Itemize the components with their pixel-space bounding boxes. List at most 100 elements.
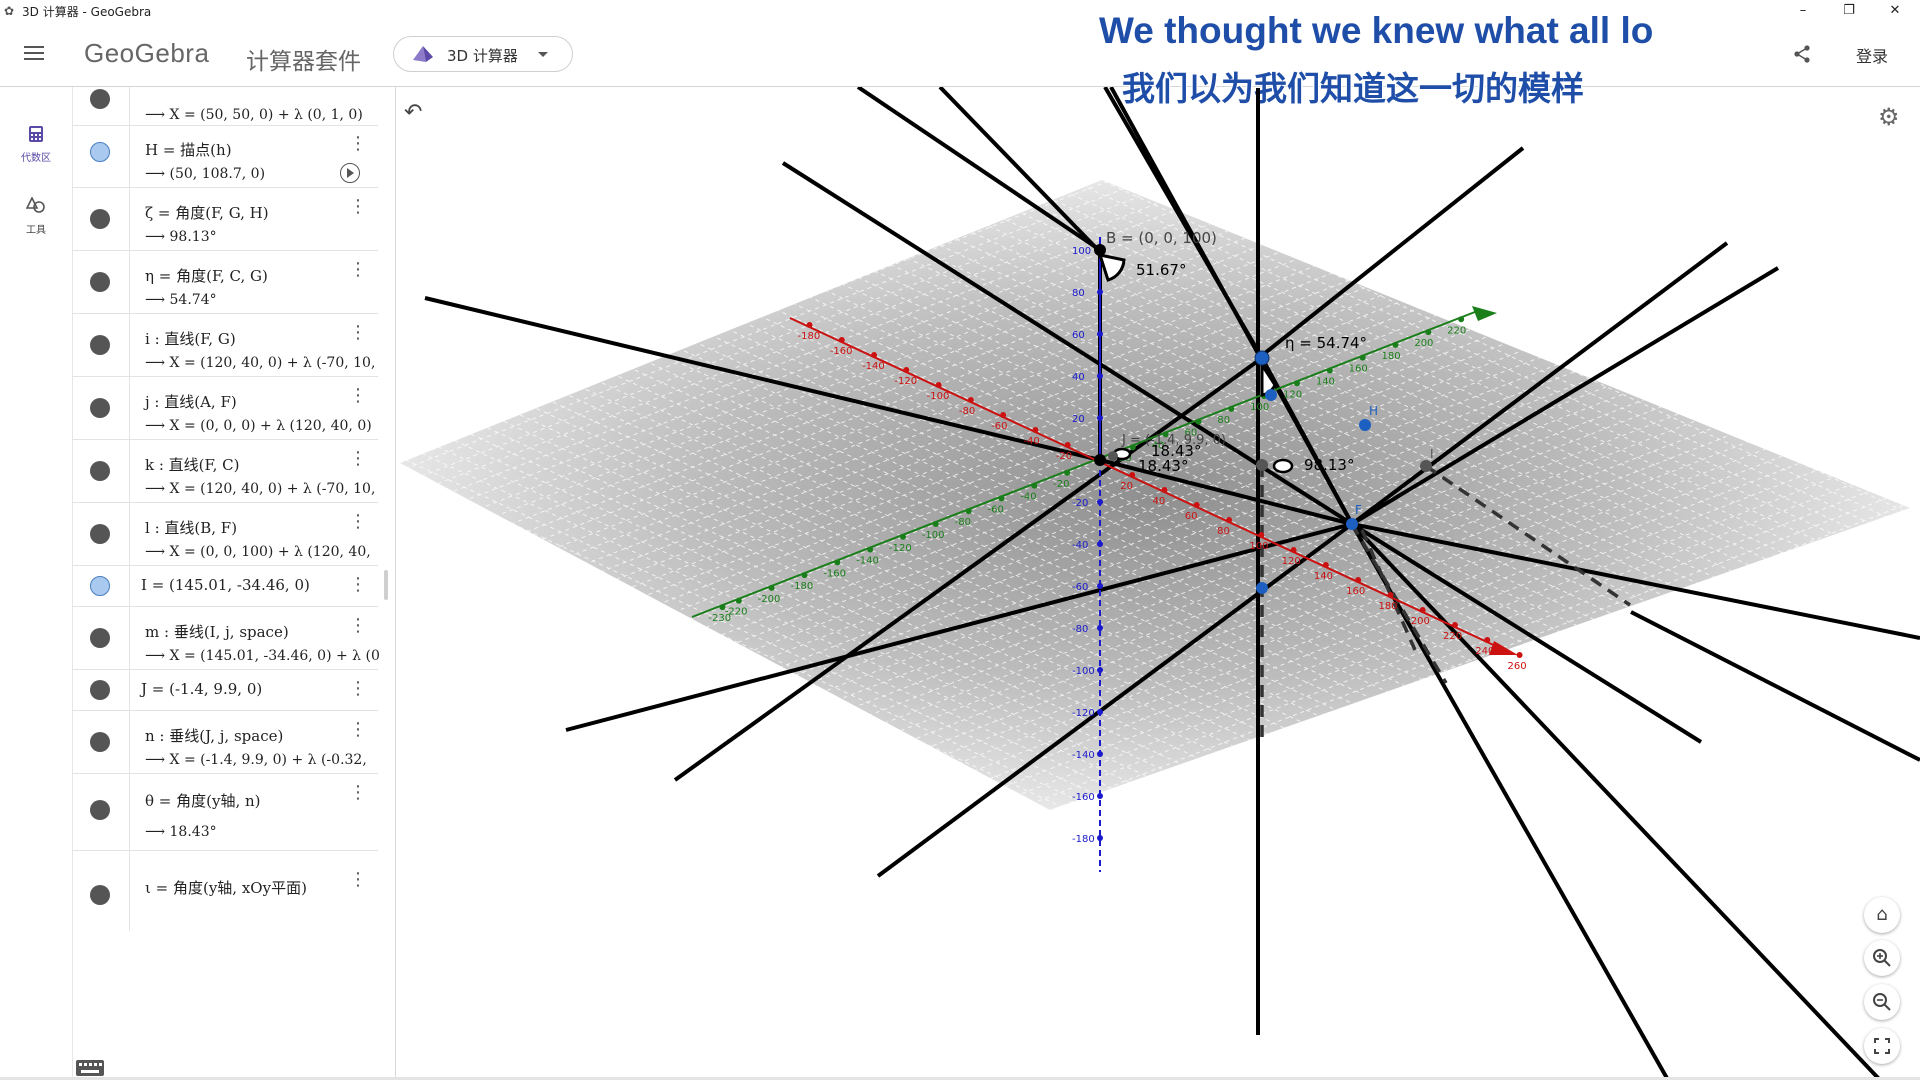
close-button[interactable]: ✕ <box>1872 0 1918 22</box>
algebra-row[interactable]: k : 直线(F, C) ⟶ X = (120, 40, 0) + λ (-70… <box>73 440 378 503</box>
row-definition[interactable]: i : 直线(F, G) <box>145 328 236 349</box>
yticks-label: -20 <box>1053 479 1069 490</box>
more-options-icon[interactable]: ⋮ <box>349 869 367 890</box>
point-b[interactable] <box>1094 244 1106 256</box>
restore-button[interactable]: ❐ <box>1826 0 1872 22</box>
yticks-dot <box>932 520 939 527</box>
point-j[interactable] <box>1108 451 1118 461</box>
visibility-toggle[interactable] <box>90 800 110 820</box>
visibility-toggle[interactable] <box>90 89 110 109</box>
xticks-dot <box>1129 472 1136 478</box>
zoom-in-button[interactable] <box>1864 940 1900 976</box>
visibility-toggle[interactable] <box>90 461 110 481</box>
row-definition[interactable]: θ = 角度(y轴, n) <box>145 790 261 811</box>
more-options-icon[interactable]: ⋮ <box>349 133 367 154</box>
angle-marker-b[interactable] <box>1097 253 1126 282</box>
point-c[interactable] <box>1254 350 1270 366</box>
play-icon[interactable] <box>340 163 360 183</box>
more-options-icon[interactable]: ⋮ <box>349 615 367 636</box>
row-definition[interactable]: J = (-1.4, 9.9, 0) <box>141 680 262 698</box>
keyboard-icon[interactable] <box>75 1058 105 1078</box>
row-definition[interactable]: j : 直线(A, F) <box>145 391 237 412</box>
home-button[interactable]: ⌂ <box>1864 897 1900 933</box>
row-definition[interactable]: m : 垂线(I, j, space) <box>145 621 289 642</box>
x-axis[interactable] <box>789 317 1501 649</box>
point-k[interactable] <box>1256 459 1268 471</box>
row-definition[interactable]: H = 描点(h) <box>145 139 232 160</box>
undo-icon[interactable]: ↶ <box>404 100 422 125</box>
settings-icon[interactable]: ⚙ <box>1878 103 1900 131</box>
fullscreen-button[interactable] <box>1864 1028 1900 1064</box>
algebra-row[interactable]: i : 直线(F, G) ⟶ X = (120, 40, 0) + λ (-70… <box>73 314 378 377</box>
minimize-button[interactable]: – <box>1780 0 1826 22</box>
more-options-icon[interactable]: ⋮ <box>349 196 367 217</box>
algebra-row[interactable]: θ = 角度(y轴, n) ⟶ 18.43° ⋮ <box>73 774 378 851</box>
visibility-toggle[interactable] <box>90 885 110 905</box>
algebra-row[interactable]: I = (145.01, -34.46, 0) ⋮ <box>73 566 378 607</box>
algebra-row[interactable]: m : 垂线(I, j, space) ⟶ X = (145.01, -34.4… <box>73 607 380 670</box>
row-definition[interactable]: n : 垂线(J, j, space) <box>145 725 283 746</box>
graphics-3d-view[interactable]: -180 -160 -140 -120 -100 -80 -60 -40 -20 20 40 60 80… <box>396 87 1920 1080</box>
row-value: ⟶ 54.74° <box>145 292 380 308</box>
visibility-toggle[interactable] <box>90 272 110 292</box>
visibility-toggle[interactable] <box>90 142 110 162</box>
visibility-toggle[interactable] <box>90 209 110 229</box>
more-options-icon[interactable]: ⋮ <box>349 259 367 280</box>
app-selector[interactable]: 3D 计算器 <box>393 36 573 72</box>
share-icon[interactable] <box>1792 44 1812 64</box>
row-definition[interactable]: k : 直线(F, C) <box>145 454 239 475</box>
more-options-icon[interactable]: ⋮ <box>349 448 367 469</box>
algebra-view: ⟶ X = (50, 50, 0) + λ (0, 1, 0) H = 描点(h… <box>73 87 396 1080</box>
sidebar-item-algebra[interactable]: 代数区 <box>0 125 72 164</box>
login-button[interactable]: 登录 <box>1856 43 1888 67</box>
visibility-toggle[interactable] <box>90 335 110 355</box>
algebra-row[interactable]: l : 直线(B, F) ⟶ X = (0, 0, 100) + λ (120,… <box>73 503 378 566</box>
visibility-toggle[interactable] <box>90 732 110 752</box>
point-h[interactable] <box>1359 419 1371 431</box>
algebra-row[interactable]: ι = 角度(y轴, xOy平面) ⋮ <box>73 851 378 931</box>
more-options-icon[interactable]: ⋮ <box>349 719 367 740</box>
point-i[interactable] <box>1420 460 1432 472</box>
algebra-row[interactable]: ⟶ X = (50, 50, 0) + λ (0, 1, 0) <box>73 87 378 126</box>
row-definition[interactable]: ζ = 角度(F, G, H) <box>145 202 269 223</box>
point-f[interactable] <box>1346 518 1358 530</box>
yticks-label: 220 <box>1447 325 1466 336</box>
more-options-icon[interactable]: ⋮ <box>349 678 367 699</box>
more-options-icon[interactable]: ⋮ <box>349 385 367 406</box>
construction-lines[interactable] <box>424 87 1920 1080</box>
sidebar-item-tools[interactable]: 工具 <box>0 196 72 236</box>
row-definition[interactable]: η = 角度(F, C, G) <box>145 265 268 286</box>
visibility-toggle[interactable] <box>90 628 110 648</box>
visibility-toggle[interactable] <box>90 576 110 596</box>
more-options-icon[interactable]: ⋮ <box>349 511 367 532</box>
algebra-row[interactable]: j : 直线(A, F) ⟶ X = (0, 0, 0) + λ (120, 4… <box>73 377 378 440</box>
horizontal-scrollbar[interactable] <box>0 1077 1920 1080</box>
xoy-plane[interactable] <box>400 180 1910 810</box>
y-axis[interactable] <box>691 309 1481 618</box>
visibility-toggle[interactable] <box>90 680 110 700</box>
angle-marker-zeta[interactable] <box>1272 458 1294 474</box>
row-definition[interactable]: ι = 角度(y轴, xOy平面) <box>145 877 307 898</box>
more-options-icon[interactable]: ⋮ <box>349 782 367 803</box>
point-g[interactable] <box>1265 389 1277 401</box>
more-options-icon[interactable]: ⋮ <box>349 322 367 343</box>
yticks-dot <box>1129 444 1136 451</box>
algebra-row[interactable]: J = (-1.4, 9.9, 0) ⋮ <box>73 670 378 711</box>
algebra-row[interactable]: ζ = 角度(F, G, H) ⟶ 98.13° ⋮ <box>73 188 378 251</box>
algebra-scrollbar[interactable] <box>384 570 388 600</box>
algebra-row[interactable]: H = 描点(h) ⟶ (50, 108.7, 0) ⋮ <box>73 125 378 188</box>
row-definition[interactable]: I = (145.01, -34.46, 0) <box>141 576 310 594</box>
dashed-lines[interactable] <box>1260 464 1631 745</box>
point-a[interactable] <box>1094 454 1106 466</box>
zoom-out-button[interactable] <box>1864 984 1900 1020</box>
point-m[interactable] <box>1256 582 1268 594</box>
menu-icon[interactable] <box>24 46 46 62</box>
yticks-label: 200 <box>1414 338 1433 349</box>
more-options-icon[interactable]: ⋮ <box>349 574 367 595</box>
row-definition[interactable]: l : 直线(B, F) <box>145 517 237 538</box>
algebra-row[interactable]: η = 角度(F, C, G) ⟶ 54.74° ⋮ <box>73 251 378 314</box>
algebra-row[interactable]: n : 垂线(J, j, space) ⟶ X = (-1.4, 9.9, 0)… <box>73 711 378 774</box>
visibility-toggle[interactable] <box>90 524 110 544</box>
zoom-out-icon <box>1873 993 1891 1011</box>
visibility-toggle[interactable] <box>90 398 110 418</box>
